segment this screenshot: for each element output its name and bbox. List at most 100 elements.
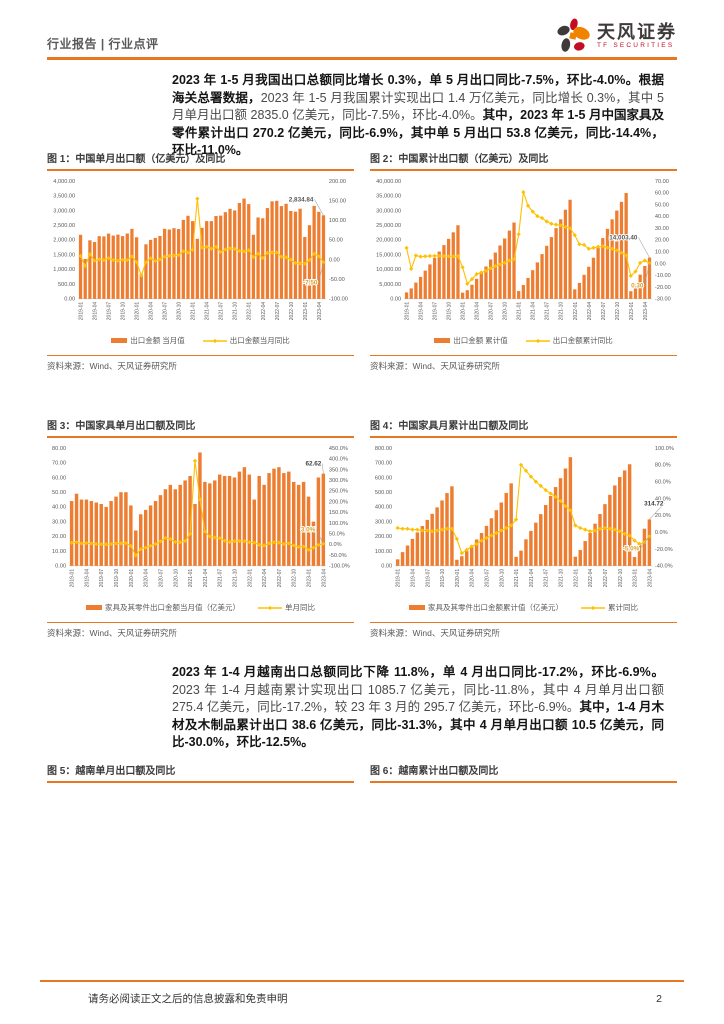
svg-text:2020-07: 2020-07 [158, 569, 164, 588]
svg-text:0.00: 0.00 [381, 564, 392, 570]
svg-text:-50.0%: -50.0% [329, 553, 347, 559]
figure-3-source: 资料来源：Wind、天风证券研究所 [47, 628, 177, 639]
svg-text:-7.50: -7.50 [303, 280, 318, 287]
svg-text:14,003.40: 14,003.40 [609, 234, 638, 241]
legend-label: 出口金额当月同比 [229, 336, 290, 346]
svg-text:2019-04: 2019-04 [419, 302, 425, 321]
figure-row-3: 图 5：越南单月出口额及同比 图 6：越南累计出口额及同比 [47, 762, 677, 783]
figure-6-title: 图 6：越南累计出口额及同比 [370, 762, 677, 783]
svg-text:5,000.00: 5,000.00 [379, 282, 401, 288]
svg-text:2021-10: 2021-10 [233, 302, 239, 321]
svg-text:100.00: 100.00 [329, 218, 346, 224]
svg-text:2,500.00: 2,500.00 [53, 223, 75, 229]
figure-6-panel: 图 6：越南累计出口额及同比 [370, 762, 677, 783]
svg-text:2021-07: 2021-07 [544, 569, 550, 588]
svg-text:20.00: 20.00 [655, 238, 669, 244]
svg-text:50.00: 50.00 [655, 202, 669, 208]
legend-bar-series: 家具及其零件出口金额累计值（亿美元） [409, 602, 563, 613]
svg-text:0.00: 0.00 [329, 257, 340, 263]
svg-text:2019-07: 2019-07 [433, 302, 439, 321]
line-marker-icon [202, 338, 227, 343]
svg-text:70.00: 70.00 [655, 179, 669, 185]
svg-text:2022-01: 2022-01 [573, 302, 579, 321]
figure-1-panel: 图 1：中国单月出口额（亿美元）及同比 0.00 500.00 1,000.00 1,… [47, 150, 354, 372]
svg-text:500.00: 500.00 [375, 490, 392, 496]
svg-text:2020-01: 2020-01 [135, 302, 141, 321]
figure-2-panel: 图 2：中国累计出口额（亿美元）及同比 0.00 5,000.00 10,000.0… [370, 150, 677, 372]
legend-label: 单月同比 [285, 603, 315, 613]
figure-divider [47, 355, 354, 357]
brand-name: 天风证券 [597, 21, 677, 42]
svg-text:2021-10: 2021-10 [559, 302, 565, 321]
svg-text:-30.00: -30.00 [655, 297, 671, 303]
svg-text:350.0%: 350.0% [329, 467, 348, 473]
svg-text:100.00: 100.00 [375, 549, 392, 555]
svg-text:2019-01: 2019-01 [396, 569, 402, 588]
svg-text:-50.00: -50.00 [329, 277, 345, 283]
figure-3-panel: 图 3：中国家具单月出口额及同比 0.00 10.00 20.00 30.00 40.0… [47, 417, 354, 639]
figure-4-chart: 0.00 100.00 200.00 300.00 400.00 500.00 600.00… [375, 446, 674, 588]
svg-text:2021-04: 2021-04 [529, 569, 535, 588]
summary-paragraph-vietnam: 2023 年 1-4 月越南出口总额同比下降 11.8%，单 4 月出口同比-1… [172, 665, 664, 749]
svg-text:-10.00: -10.00 [655, 273, 671, 279]
svg-text:60.0%: 60.0% [655, 480, 671, 486]
svg-text:2022-10: 2022-10 [618, 569, 624, 588]
svg-text:300.00: 300.00 [375, 519, 392, 525]
svg-text:2023-04: 2023-04 [647, 569, 653, 588]
footer-disclaimer: 请务必阅读正文之后的信息披露和免责申明 [88, 993, 288, 1005]
svg-text:2022-04: 2022-04 [262, 569, 268, 588]
bar-swatch-icon [409, 605, 425, 611]
svg-text:2021-07: 2021-07 [219, 302, 225, 321]
figure-divider [370, 622, 677, 624]
legend-line-series: 单月同比 [258, 602, 315, 613]
svg-text:2022-07: 2022-07 [603, 569, 609, 588]
breadcrumb: 行业报告 | 行业点评 [47, 37, 159, 51]
svg-text:-20.0%: -20.0% [655, 547, 673, 553]
svg-text:2020-10: 2020-10 [503, 302, 509, 321]
svg-text:2023-04: 2023-04 [321, 569, 327, 588]
svg-text:30.00: 30.00 [52, 519, 66, 525]
svg-text:50.0%: 50.0% [329, 532, 345, 538]
svg-text:2020-10: 2020-10 [173, 569, 179, 588]
figure-2-legend: 出口金额 累计值 出口金额累计同比 [370, 335, 677, 346]
svg-text:2019-07: 2019-07 [107, 302, 113, 321]
svg-text:10.00: 10.00 [52, 549, 66, 555]
svg-text:2019-10: 2019-10 [114, 569, 120, 588]
svg-text:2023-04: 2023-04 [317, 302, 323, 321]
svg-text:20,000.00: 20,000.00 [376, 238, 401, 244]
figure-2-title: 图 2：中国累计出口额（亿美元）及同比 [370, 150, 677, 171]
legend-label: 出口金额累计同比 [552, 336, 613, 346]
svg-text:2019-07: 2019-07 [425, 569, 431, 588]
svg-text:62.62: 62.62 [305, 461, 321, 468]
legend-label: 出口金额 累计值 [453, 336, 508, 346]
svg-text:2020-07: 2020-07 [484, 569, 490, 588]
svg-text:2023-04: 2023-04 [643, 302, 649, 321]
legend-label: 家具及其零件出口金额当月值（亿美元） [105, 603, 240, 613]
svg-text:0.0%: 0.0% [655, 530, 668, 536]
svg-text:70.00: 70.00 [52, 461, 66, 467]
legend-line-series: 累计同比 [581, 602, 638, 613]
svg-text:2020-07: 2020-07 [163, 302, 169, 321]
svg-text:2021-04: 2021-04 [203, 569, 209, 588]
svg-text:2021-10: 2021-10 [559, 569, 565, 588]
svg-text:2021-04: 2021-04 [205, 302, 211, 321]
legend-label: 出口金额 当月值 [130, 336, 185, 346]
figure-1-chart: 0.00 500.00 1,000.00 1,500.00 2,000.00 2,500.… [53, 179, 348, 321]
figure-4-legend: 家具及其零件出口金额累计值（亿美元） 累计同比 [370, 602, 677, 613]
svg-text:2,834.84: 2,834.84 [289, 196, 314, 203]
svg-text:800.00: 800.00 [375, 446, 392, 452]
svg-text:30,000.00: 30,000.00 [376, 208, 401, 214]
svg-text:400.0%: 400.0% [329, 457, 348, 463]
svg-text:250.0%: 250.0% [329, 489, 348, 495]
svg-text:450.0%: 450.0% [329, 446, 348, 452]
figure-divider [370, 355, 677, 357]
svg-text:2019-04: 2019-04 [93, 302, 99, 321]
svg-text:40.00: 40.00 [655, 214, 669, 220]
svg-text:50.00: 50.00 [329, 238, 343, 244]
figure-1-source: 资料来源：Wind、天风证券研究所 [47, 361, 177, 372]
svg-text:2020-01: 2020-01 [461, 302, 467, 321]
svg-text:600.00: 600.00 [375, 475, 392, 481]
svg-text:2,000.00: 2,000.00 [53, 238, 75, 244]
summary-paragraph-china: 2023 年 1-5 月我国出口总额同比增长 0.3%，单 5 月出口同比-7.… [172, 73, 664, 157]
